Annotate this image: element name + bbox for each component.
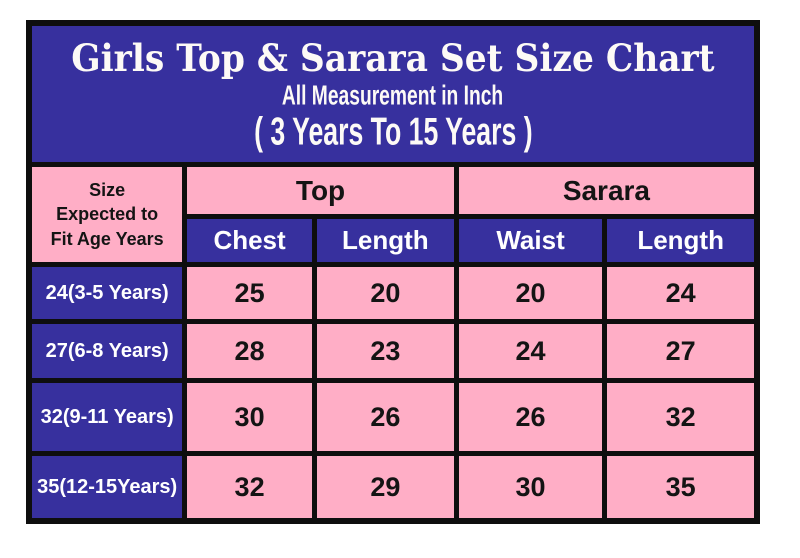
value-cell: 20 — [311, 262, 459, 324]
value-cell: 20 — [453, 262, 608, 324]
table-row: 24(3-5 Years) 25 20 20 24 — [26, 262, 760, 324]
row-label-24: 24(3-5 Years) — [26, 262, 188, 324]
value-cell: 26 — [311, 378, 459, 456]
measurement-unit-subtitle: All Measurement in Inch — [282, 79, 504, 112]
value-cell: 29 — [311, 451, 459, 524]
column-header-sarara-waist: Waist — [453, 214, 608, 267]
age-range-subtitle: ( 3 Years To 15 Years ) — [253, 110, 533, 154]
value-cell: 28 — [182, 319, 317, 383]
column-header-top-chest: Chest — [182, 214, 317, 267]
value-cell: 27 — [602, 319, 760, 383]
value-cell: 26 — [453, 378, 608, 456]
group-header-row: Size Expected to Fit Age Years Top Sarar… — [26, 162, 760, 267]
size-chart-table: Size Expected to Fit Age Years Top Sarar… — [26, 162, 760, 524]
value-cell: 35 — [602, 451, 760, 524]
value-cell: 23 — [311, 319, 459, 383]
row-label-35: 35(12-15Years) — [26, 451, 188, 524]
column-header-row: Chest Length Waist Length — [29, 214, 760, 267]
value-cell: 25 — [182, 262, 317, 324]
table-row: 32(9-11 Years) 30 26 26 32 — [26, 378, 760, 456]
corner-header-size-age: Size Expected to Fit Age Years — [26, 162, 188, 267]
group-header-sarara: Sarara — [453, 162, 760, 219]
value-cell: 32 — [182, 451, 317, 524]
size-chart-frame: Girls Top & Sarara Set Size Chart All Me… — [26, 20, 760, 524]
row-label-27: 27(6-8 Years) — [26, 319, 188, 383]
column-header-top-length: Length — [311, 214, 459, 267]
value-cell: 24 — [602, 262, 760, 324]
value-cell: 30 — [453, 451, 608, 524]
title-band: Girls Top & Sarara Set Size Chart All Me… — [26, 20, 760, 162]
table-row: 35(12-15Years) 32 29 30 35 — [26, 451, 760, 524]
column-header-sarara-length: Length — [602, 214, 760, 267]
value-cell: 30 — [182, 378, 317, 456]
row-label-32: 32(9-11 Years) — [26, 378, 188, 456]
value-cell: 24 — [453, 319, 608, 383]
page-title: Girls Top & Sarara Set Size Chart — [71, 35, 715, 80]
group-header-top: Top — [182, 162, 459, 219]
value-cell: 32 — [602, 378, 760, 456]
table-row: 27(6-8 Years) 28 23 24 27 — [26, 319, 760, 383]
